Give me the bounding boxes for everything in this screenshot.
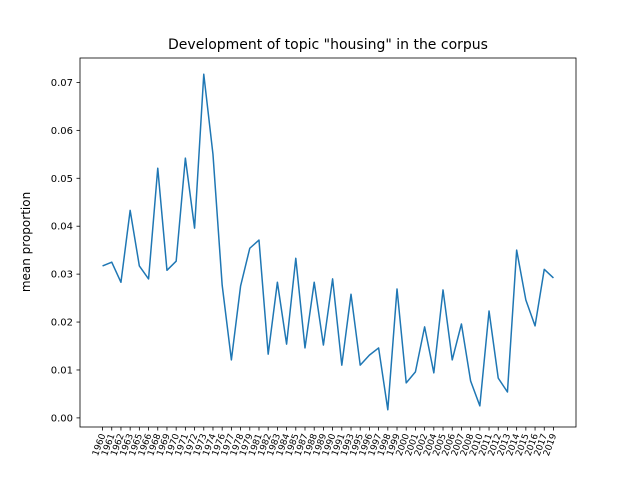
y-axis-label: mean proportion xyxy=(19,192,33,292)
y-tick-label: 0.03 xyxy=(51,270,73,281)
y-tick-label: 0.05 xyxy=(51,174,73,185)
y-tick-label: 0.06 xyxy=(51,126,73,137)
y-tick-label: 0.07 xyxy=(51,78,73,89)
y-tick-label: 0.00 xyxy=(51,413,73,424)
y-tick-label: 0.01 xyxy=(51,365,73,376)
y-tick-label: 0.04 xyxy=(51,222,73,233)
data-line xyxy=(102,73,554,411)
plot-frame xyxy=(79,57,577,428)
y-tick-label: 0.02 xyxy=(51,318,73,329)
chart-title: Development of topic "housing" in the co… xyxy=(168,37,488,53)
